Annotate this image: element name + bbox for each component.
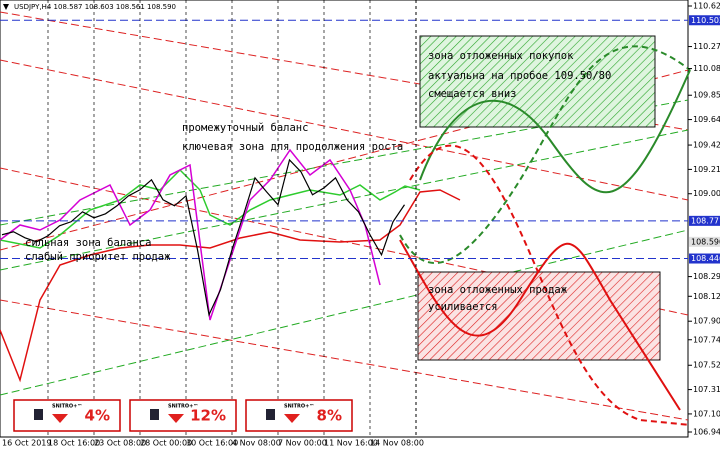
chart-title: USDJPY,H4 108.587 108.603 108.561 108.59… bbox=[14, 3, 176, 11]
x-tick-label: 23 Oct 08:00 bbox=[94, 439, 146, 448]
y-tick-label: 107.105 bbox=[693, 409, 720, 418]
y-tick-label: 109.425 bbox=[693, 141, 720, 150]
widget-value: 8% bbox=[317, 407, 342, 425]
drawings bbox=[0, 11, 691, 426]
widget-brand: SNITRO+™ bbox=[168, 404, 198, 410]
annotation: усиливается bbox=[428, 301, 498, 313]
y-tick-label: 109.645 bbox=[693, 115, 720, 124]
signal-widget: SNITRO+™ 4% bbox=[13, 399, 121, 432]
level-label: 110.502 bbox=[691, 16, 720, 25]
level-box bbox=[689, 236, 720, 247]
widget-value: 12% bbox=[190, 407, 226, 425]
level-box bbox=[689, 253, 720, 264]
annotation: актуальна на пробое 109.50/80 bbox=[428, 70, 611, 82]
signal-widget: SNITRO+™ 8% bbox=[245, 399, 353, 432]
annotation: смещается вниз bbox=[428, 88, 517, 100]
y-tick-label: 106.949 bbox=[693, 428, 720, 437]
x-tick-label: 16 Oct 2019 bbox=[2, 439, 51, 448]
widget-box bbox=[13, 399, 121, 432]
annotation: зона отложенных продаж bbox=[428, 284, 568, 296]
price-line bbox=[1, 158, 405, 317]
widget-brand: SNITRO+™ bbox=[52, 404, 82, 410]
y-tick-label: 107.315 bbox=[693, 385, 720, 394]
widget-box bbox=[129, 399, 237, 432]
annotation: ключевая зона для продолжения роста bbox=[182, 141, 403, 153]
y-tick-label: 110.275 bbox=[693, 42, 720, 51]
y-tick-label: 107.745 bbox=[693, 335, 720, 344]
annotation: сильная зона баланса bbox=[25, 237, 151, 249]
down-arrow bbox=[168, 414, 184, 423]
y-tick-label: 109.215 bbox=[693, 165, 720, 174]
y-tick-label: 109.005 bbox=[693, 189, 720, 198]
widget-icon bbox=[34, 409, 43, 420]
down-arrow bbox=[284, 414, 300, 423]
x-tick-label: 18 Oct 16:00 bbox=[48, 439, 100, 448]
annotation: зона отложенных покупок bbox=[428, 50, 574, 62]
widget-value: 4% bbox=[85, 407, 110, 425]
level-label: 108.446 bbox=[691, 254, 720, 263]
y-tick-label: 107.905 bbox=[693, 317, 720, 326]
title-icon bbox=[3, 4, 9, 10]
y-tick-label: 110.625 bbox=[693, 2, 720, 11]
x-tick-label: 11 Nov 16:00 bbox=[324, 439, 378, 448]
widget-brand: SNITRO+™ bbox=[284, 404, 314, 410]
y-tick-label: 109.855 bbox=[693, 91, 720, 100]
widget-icon bbox=[266, 409, 275, 420]
y-tick-label: 108.29 bbox=[693, 272, 720, 281]
x-tick-label: 4 Nov 08:00 bbox=[232, 439, 281, 448]
y-tick-label: 107.525 bbox=[693, 361, 720, 370]
level-box bbox=[689, 215, 720, 226]
level-label: 108.771 bbox=[691, 216, 720, 225]
level-box bbox=[689, 15, 720, 26]
level-label: 108.590 bbox=[691, 237, 720, 246]
annotation: слабый приоритет продаж bbox=[25, 251, 171, 263]
annotation: промежуточный баланс bbox=[182, 122, 308, 134]
down-arrow bbox=[52, 414, 68, 423]
y-tick-label: 110.085 bbox=[693, 64, 720, 73]
y-tick-label: 108.120 bbox=[693, 292, 720, 301]
x-tick-label: 28 Oct 00:00 bbox=[140, 439, 192, 448]
x-tick-label: 30 Oct 16:00 bbox=[186, 439, 238, 448]
x-tick-label: 14 Nov 08:00 bbox=[370, 439, 424, 448]
widget-box bbox=[245, 399, 353, 432]
x-tick-label: 7 Nov 00:00 bbox=[278, 439, 327, 448]
widget-icon bbox=[150, 409, 159, 420]
